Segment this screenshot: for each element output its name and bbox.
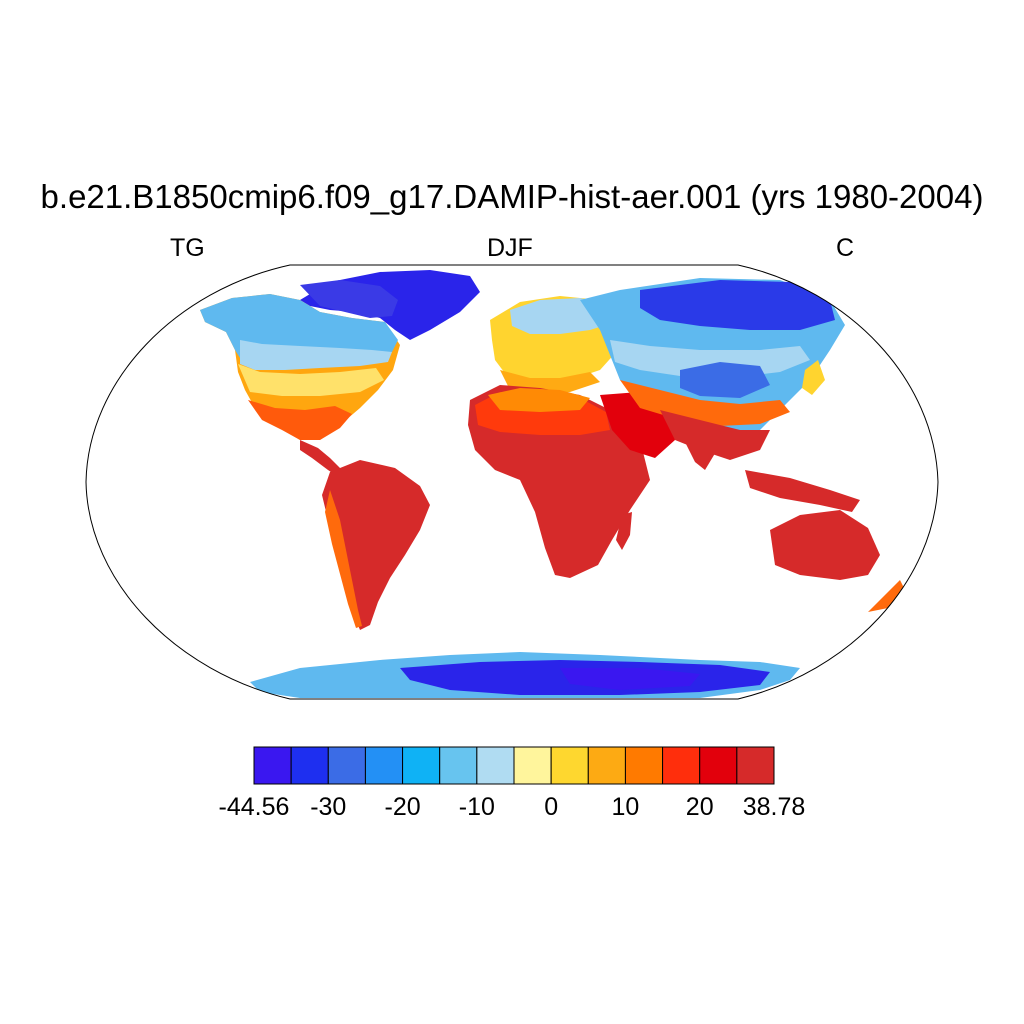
- colorbar-tick-label: -20: [385, 793, 421, 821]
- colorbar-box: [699, 746, 738, 785]
- colorbar-box: [587, 746, 626, 785]
- madagascar: [616, 512, 632, 550]
- world-map: [200, 270, 905, 698]
- colorbar-tick-label: 0: [544, 793, 558, 821]
- colorbar-box: [364, 746, 404, 785]
- colorbar-box: [290, 746, 329, 785]
- new-zealand: [868, 580, 905, 612]
- colorbar-tick-label: 38.78: [743, 793, 806, 821]
- colorbar: [253, 746, 775, 785]
- colorbar-tick-label: 10: [612, 793, 640, 821]
- colorbar-tick-label: -44.56: [219, 793, 290, 821]
- plot-title: b.e21.B1850cmip6.f09_g17.DAMIP-hist-aer.…: [40, 178, 984, 215]
- japan: [802, 360, 825, 395]
- colorbar-tick-label: 20: [686, 793, 714, 821]
- colorbar-box: [476, 746, 515, 785]
- colorbar-box: [736, 746, 775, 785]
- colorbar-box: [624, 746, 664, 785]
- colorbar-tick-label: -10: [459, 793, 495, 821]
- map-boundary: [85, 264, 939, 700]
- colorbar-box: [513, 746, 552, 785]
- season-label: DJF: [487, 234, 533, 262]
- africa: [468, 385, 650, 578]
- colorbar-box: [253, 746, 292, 785]
- indonesia: [745, 470, 860, 512]
- colorbar-box: [439, 746, 478, 785]
- central-america: [300, 440, 342, 478]
- variable-label: TG: [170, 234, 205, 262]
- colorbar-labels: -44.56 -30 -20 -10 0 10 20 38.78: [219, 793, 806, 821]
- colorbar-tick-label: -30: [310, 793, 346, 821]
- colorbar-box: [327, 746, 366, 785]
- units-label: C: [836, 234, 855, 262]
- australia: [770, 510, 880, 580]
- colorbar-box: [402, 746, 441, 785]
- india: [680, 420, 720, 470]
- colorbar-box: [662, 746, 701, 785]
- colorbar-box: [550, 746, 589, 785]
